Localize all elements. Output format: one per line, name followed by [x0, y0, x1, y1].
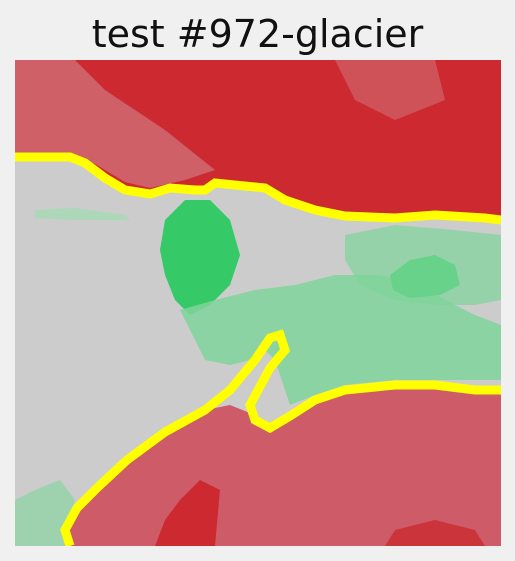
- glacier-patch-bottom-right: [385, 520, 485, 546]
- transition-band-center: [180, 275, 501, 405]
- figure-title: test #972-glacier: [91, 12, 424, 56]
- debris-region-bottom: [65, 385, 501, 546]
- vegetation-patch-center: [160, 200, 240, 315]
- glacier-speckle-top-right: [335, 60, 445, 120]
- transition-strip-left: [15, 480, 75, 546]
- boundary-line-bottom: [60, 329, 501, 546]
- segmentation-map: [15, 60, 501, 546]
- transition-patch-right: [345, 225, 501, 305]
- glacier-speckle-top-left: [15, 60, 215, 188]
- boundary-line-top: [15, 152, 501, 225]
- segmentation-image: [15, 60, 501, 546]
- glacier-region-bottom: [155, 480, 220, 546]
- transition-speck-left: [35, 208, 130, 220]
